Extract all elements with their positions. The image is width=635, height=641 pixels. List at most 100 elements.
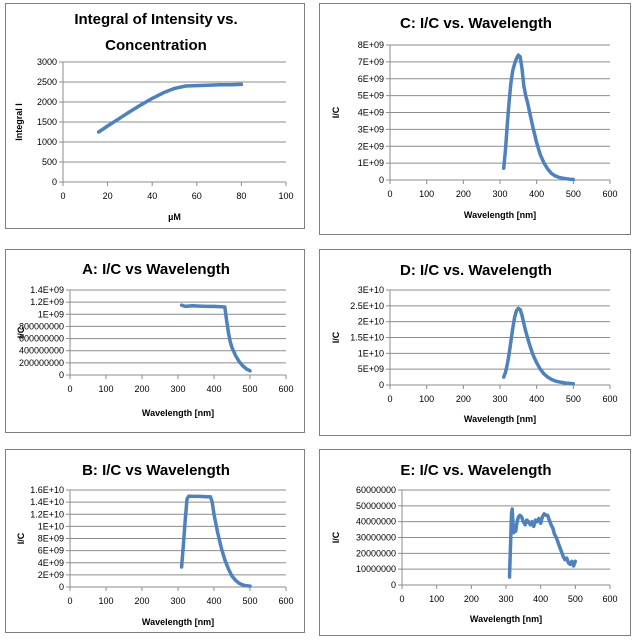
chart-a: A: I/C vs Wavelength 0 200000000 400000000 6… xyxy=(16,261,294,418)
chart-c: C: I/C vs. Wavelength 0 1E+09 2E+09 3E+09 4E+… xyxy=(331,15,618,220)
y-tick-label: 60000000 xyxy=(356,485,396,495)
series-line xyxy=(501,53,576,182)
y-tick-label: 1.4E+09 xyxy=(30,285,64,295)
x-tick-label: 300 xyxy=(498,594,513,604)
chart-title: Concentration xyxy=(105,37,207,54)
y-axis-label: I/C xyxy=(16,532,26,544)
x-tick-label: 200 xyxy=(456,394,471,404)
y-tick-label: 2E+10 xyxy=(358,317,384,327)
x-tick-label: 600 xyxy=(278,596,293,606)
y-tick-label: 1.2E+10 xyxy=(30,509,64,519)
y-tick-label: 600000000 xyxy=(19,334,64,344)
x-tick-label: 100 xyxy=(419,189,434,199)
y-tick-label: 6E+09 xyxy=(358,74,384,84)
series-line xyxy=(96,82,244,134)
x-tick-label: 400 xyxy=(206,384,221,394)
chart-title: C: I/C vs. Wavelength xyxy=(400,15,552,32)
y-tick-label: 6E+09 xyxy=(38,546,64,556)
chart-title: D: I/C vs. Wavelength xyxy=(400,262,552,279)
x-tick-label: 100 xyxy=(278,191,293,201)
chart-panel-c: C: I/C vs. Wavelength 0 1E+09 2E+09 3E+09 4E+… xyxy=(319,3,631,235)
y-axis-label: I/C xyxy=(16,326,26,338)
y-tick-label: 2500 xyxy=(37,77,57,87)
x-tick-label: 0 xyxy=(67,384,72,394)
y-tick-label: 0 xyxy=(379,175,384,185)
x-tick-label: 400 xyxy=(529,394,544,404)
y-tick-label: 200000000 xyxy=(19,358,64,368)
x-axis-label: Wavelength [nm] xyxy=(142,408,214,418)
x-tick-label: 400 xyxy=(206,596,221,606)
x-axis-label: µM xyxy=(168,212,181,222)
x-axis-label: Wavelength [nm] xyxy=(464,414,536,424)
y-tick-label: 3E+09 xyxy=(358,124,384,134)
x-axis-label: Wavelength [nm] xyxy=(470,614,542,624)
x-tick-label: 300 xyxy=(170,384,185,394)
x-tick-label: 100 xyxy=(429,594,444,604)
x-tick-label: 300 xyxy=(170,596,185,606)
y-tick-label: 1.2E+09 xyxy=(30,297,64,307)
chart-title: E: I/C vs. Wavelength xyxy=(400,462,551,479)
chart-integral: Integral of Intensity vs. Concentration 0 5… xyxy=(14,11,294,222)
y-tick-label: 2E+09 xyxy=(358,141,384,151)
x-axis-label: Wavelength [nm] xyxy=(464,210,536,220)
y-tick-label: 0 xyxy=(379,380,384,390)
y-axis-label: I/C xyxy=(331,331,341,343)
x-tick-label: 500 xyxy=(568,594,583,604)
y-tick-label: 0 xyxy=(59,582,64,592)
series-line xyxy=(501,306,576,386)
chart-panel-d: D: I/C vs. Wavelength 0 5E+09 1E+10 1.5E+10 2… xyxy=(319,249,631,436)
series-line xyxy=(179,303,252,373)
y-tick-label: 8E+09 xyxy=(38,534,64,544)
y-tick-label: 4E+09 xyxy=(38,558,64,568)
x-tick-label: 0 xyxy=(67,596,72,606)
chart-panel-b: B: I/C vs Wavelength 0 2E+09 4E+09 6E+09 8E+0… xyxy=(5,449,305,633)
chart-title: Integral of Intensity vs. xyxy=(74,11,237,28)
y-tick-label: 40000000 xyxy=(356,517,396,527)
y-tick-label: 1.6E+10 xyxy=(30,485,64,495)
y-tick-label: 10000000 xyxy=(356,564,396,574)
y-tick-label: 5E+09 xyxy=(358,364,384,374)
y-tick-label: 400000000 xyxy=(19,346,64,356)
x-tick-label: 0 xyxy=(399,594,404,604)
y-tick-label: 1500 xyxy=(37,117,57,127)
series-line xyxy=(179,494,252,588)
series-line xyxy=(507,507,578,579)
y-tick-label: 7E+09 xyxy=(358,57,384,67)
x-tick-label: 500 xyxy=(566,394,581,404)
x-tick-label: 0 xyxy=(60,191,65,201)
chart-panel-a: A: I/C vs Wavelength 0 200000000 400000000 6… xyxy=(5,249,305,433)
x-tick-label: 400 xyxy=(529,189,544,199)
x-tick-label: 300 xyxy=(492,189,507,199)
y-tick-label: 1E+09 xyxy=(358,158,384,168)
chart-b: B: I/C vs Wavelength 0 2E+09 4E+09 6E+09 8E+0… xyxy=(16,462,294,627)
chart-title: B: I/C vs Wavelength xyxy=(82,462,230,479)
x-tick-label: 600 xyxy=(602,594,617,604)
x-tick-label: 300 xyxy=(492,394,507,404)
x-tick-label: 100 xyxy=(98,596,113,606)
x-tick-label: 400 xyxy=(533,594,548,604)
chart-title: A: I/C vs Wavelength xyxy=(82,261,230,278)
x-tick-label: 200 xyxy=(134,384,149,394)
y-tick-label: 3000 xyxy=(37,57,57,67)
y-tick-label: 0 xyxy=(52,177,57,187)
y-tick-label: 0 xyxy=(391,580,396,590)
y-tick-label: 2E+09 xyxy=(38,570,64,580)
y-tick-label: 2000 xyxy=(37,97,57,107)
x-tick-label: 500 xyxy=(242,384,257,394)
x-tick-label: 20 xyxy=(103,191,113,201)
x-tick-label: 80 xyxy=(236,191,246,201)
x-tick-label: 40 xyxy=(147,191,157,201)
x-tick-label: 500 xyxy=(566,189,581,199)
y-tick-label: 1E+10 xyxy=(38,521,64,531)
y-tick-label: 20000000 xyxy=(356,548,396,558)
chart-e: E: I/C vs. Wavelength 0 10000000 20000000 30… xyxy=(331,462,618,624)
y-tick-label: 500 xyxy=(42,157,57,167)
x-tick-label: 100 xyxy=(98,384,113,394)
x-tick-label: 0 xyxy=(387,394,392,404)
y-tick-label: 800000000 xyxy=(19,321,64,331)
y-tick-label: 1.4E+10 xyxy=(30,497,64,507)
x-tick-label: 60 xyxy=(192,191,202,201)
x-tick-label: 200 xyxy=(134,596,149,606)
chart-panel-integral: Integral of Intensity vs. Concentration 0 5… xyxy=(5,3,305,229)
chart-panel-e: E: I/C vs. Wavelength 0 10000000 20000000 30… xyxy=(319,449,631,636)
